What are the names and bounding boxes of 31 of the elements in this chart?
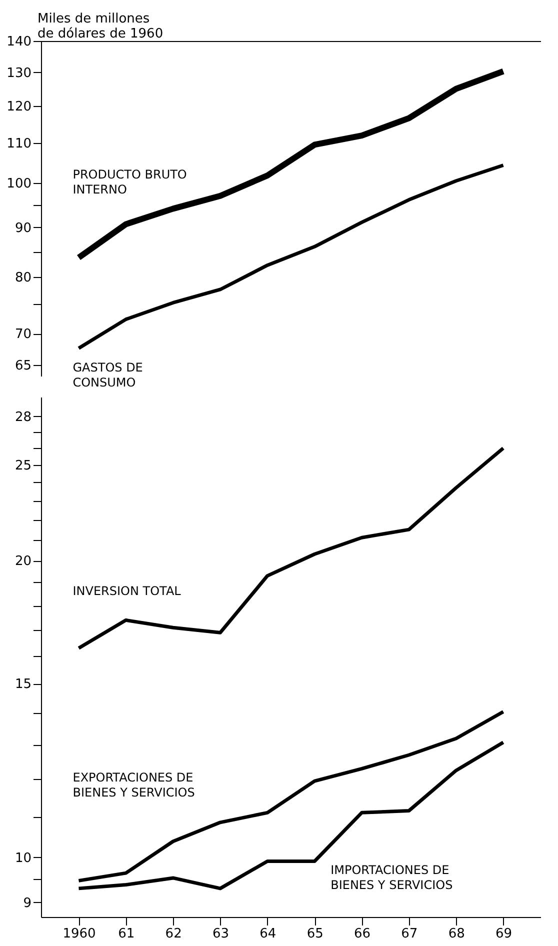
text: EXPORTACIONES DE BIENES Y SERVICIOS xyxy=(72,770,195,800)
y-tick-label: 10 xyxy=(14,850,32,866)
y-tick-label: 20 xyxy=(14,554,32,570)
y-tick-label: 9 xyxy=(23,896,32,911)
y-tick-label: 25 xyxy=(14,458,32,474)
y-tick-label: 130 xyxy=(6,66,32,81)
x-tick-label: 68 xyxy=(448,926,465,942)
y-tick-label: 120 xyxy=(6,100,32,115)
x-tick-label: 65 xyxy=(306,926,324,942)
y-tick-label: 140 xyxy=(6,34,32,50)
y-tick-label: 70 xyxy=(14,327,32,342)
series-label: GASTOS DE CONSUMO xyxy=(72,360,143,390)
series-label: PRODUCTO BRUTO INTERNO xyxy=(72,168,187,197)
x-tick-label: 64 xyxy=(260,926,276,942)
y-tick-label: 100 xyxy=(6,176,32,192)
x-tick-label: 67 xyxy=(401,926,418,942)
y-axis-title: Miles de millones de dólares de 1960 xyxy=(38,12,164,42)
y-tick-label: 90 xyxy=(14,220,32,236)
x-tick-label: 1960 xyxy=(62,926,96,942)
series-label: IMPORTACIONES DE BIENES Y SERVICIOS xyxy=(330,863,453,892)
text: INVERSION TOTAL xyxy=(72,584,182,598)
x-tick-label: 61 xyxy=(118,926,135,942)
y-tick-label: 28 xyxy=(14,410,32,425)
y-tick-label: 80 xyxy=(14,270,32,286)
y-tick-label: 15 xyxy=(14,677,32,692)
x-tick-label: 66 xyxy=(354,926,371,942)
y-tick-label: 110 xyxy=(6,136,32,152)
y-tick-label: 65 xyxy=(14,358,32,374)
x-tick-label: 69 xyxy=(495,926,512,942)
x-tick-label: 62 xyxy=(165,926,182,942)
x-tick-label: 63 xyxy=(212,926,230,942)
